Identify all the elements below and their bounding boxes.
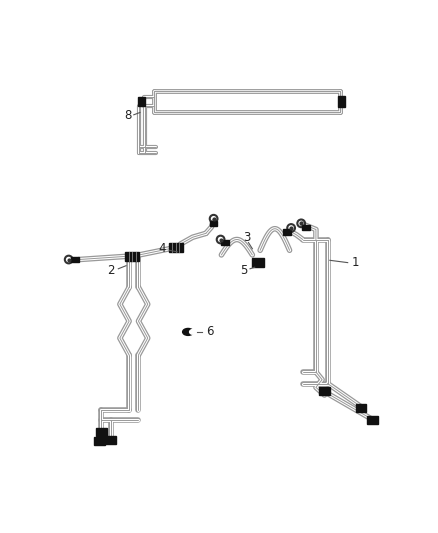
Bar bbox=[105, 436, 116, 443]
Text: 1: 1 bbox=[352, 256, 359, 269]
Text: 8: 8 bbox=[125, 109, 132, 122]
Bar bbox=[138, 97, 145, 106]
Bar bbox=[338, 96, 346, 107]
Text: 5: 5 bbox=[240, 264, 247, 277]
Bar bbox=[210, 221, 218, 226]
Bar bbox=[221, 240, 229, 245]
Bar bbox=[283, 229, 291, 235]
Ellipse shape bbox=[183, 328, 194, 335]
Bar bbox=[302, 224, 310, 230]
Bar bbox=[356, 405, 366, 412]
Bar bbox=[125, 252, 139, 261]
Bar bbox=[169, 243, 183, 252]
Bar bbox=[252, 258, 264, 267]
Text: 2: 2 bbox=[107, 264, 114, 277]
Bar bbox=[96, 428, 107, 436]
Text: 3: 3 bbox=[243, 231, 251, 245]
Bar bbox=[71, 257, 79, 262]
Ellipse shape bbox=[190, 329, 196, 334]
Bar bbox=[94, 438, 105, 445]
Text: 6: 6 bbox=[206, 326, 213, 338]
Bar bbox=[367, 416, 378, 424]
Bar bbox=[319, 387, 330, 395]
Text: 4: 4 bbox=[158, 243, 166, 255]
